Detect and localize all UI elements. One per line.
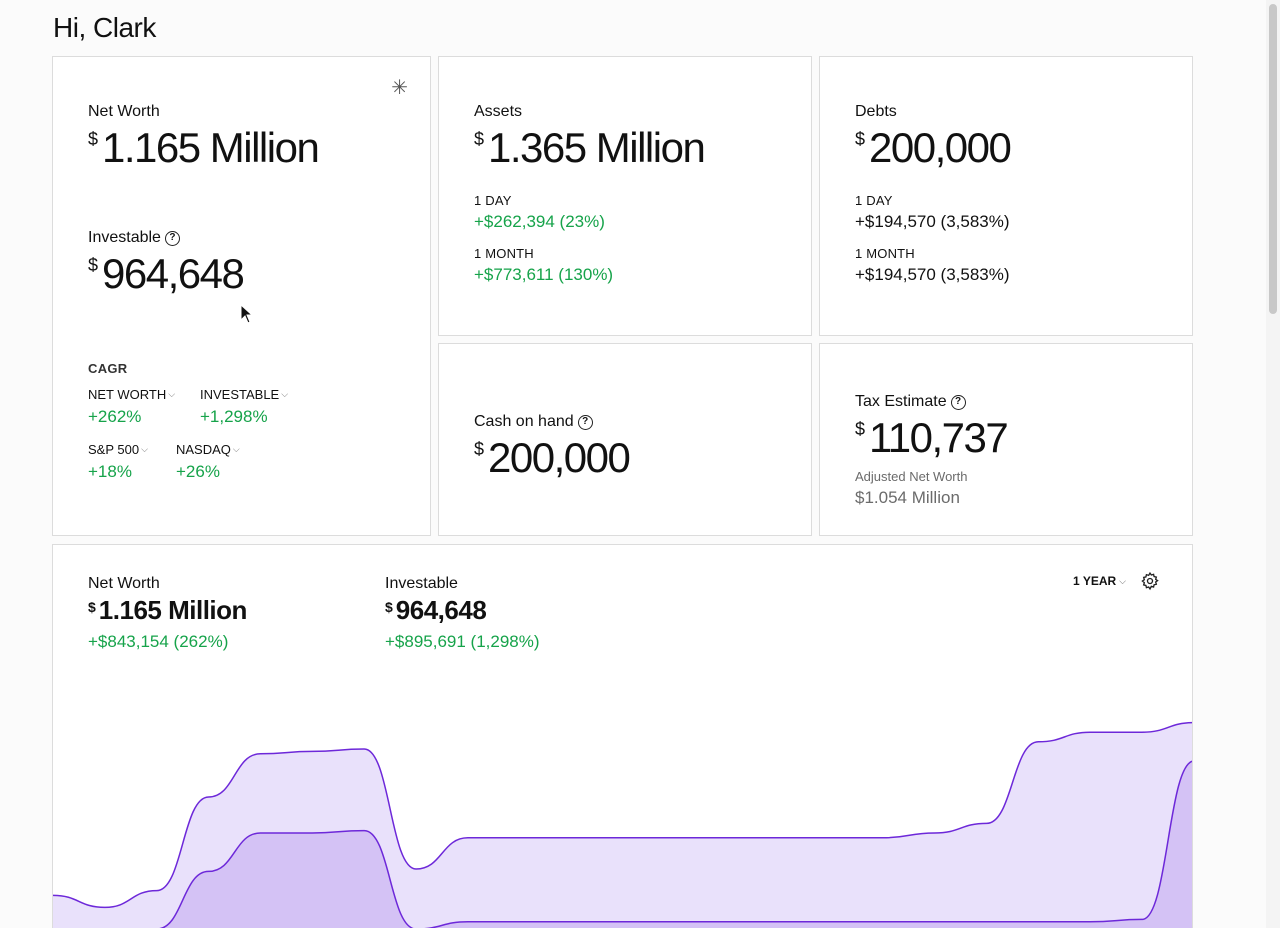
- cagr-label: NET WORTH: [88, 387, 167, 402]
- investable-label: Investable: [385, 575, 458, 592]
- debts-card: Debts $ 200,000 1 DAY +$194,570 (3,583%)…: [819, 56, 1193, 336]
- tax-value: 110,737: [869, 414, 1009, 461]
- month-label: 1 MONTH: [474, 246, 534, 261]
- period-label: 1 YEAR: [1073, 574, 1117, 588]
- cagr-label: INVESTABLE: [200, 387, 280, 402]
- chevron-down-icon: ⌵: [141, 444, 148, 454]
- cash-card: Cash on hand ? $ 200,000: [438, 343, 812, 536]
- net-worth-value: 1.165 Million: [98, 595, 248, 625]
- greeting: Hi, Clark: [53, 12, 156, 43]
- day-label: 1 DAY: [855, 193, 893, 208]
- scrollbar[interactable]: [1266, 0, 1280, 928]
- cagr-label: NASDAQ: [176, 442, 231, 457]
- chevron-down-icon: ⌵: [281, 389, 289, 399]
- series-line-0: [53, 721, 1192, 909]
- day-label: 1 DAY: [474, 193, 512, 208]
- cagr-value: +18%: [88, 462, 132, 481]
- currency-symbol: $: [385, 599, 393, 615]
- currency-symbol: $: [88, 129, 99, 149]
- month-change: +$773,611 (130%): [474, 265, 614, 284]
- chevron-down-icon: ⌵: [168, 389, 176, 399]
- debts-label: Debts: [855, 103, 897, 120]
- gear-icon[interactable]: [1140, 571, 1160, 591]
- help-icon[interactable]: ?: [577, 414, 593, 430]
- currency-symbol: $: [88, 255, 99, 275]
- net-worth-card: ✳ Net Worth $ 1.165 Million Investable ?…: [52, 56, 431, 536]
- area-chart: [53, 721, 1192, 928]
- currency-symbol: $: [474, 439, 485, 459]
- cagr-sp500[interactable]: S&P 500 ⌵ +18%: [88, 442, 148, 482]
- scrollbar-thumb[interactable]: [1269, 4, 1277, 314]
- currency-symbol: $: [88, 599, 96, 615]
- investable-value: 964,648: [395, 595, 487, 625]
- cagr-investable[interactable]: INVESTABLE ⌵ +1,298%: [200, 387, 288, 427]
- net-worth-value: 1.165 Million: [102, 124, 320, 171]
- cagr-nasdaq[interactable]: NASDAQ ⌵ +26%: [176, 442, 240, 482]
- assets-card: Assets $ 1.365 Million 1 DAY +$262,394 (…: [438, 56, 812, 336]
- sparkle-icon[interactable]: ✳: [391, 77, 408, 99]
- debts-value: 200,000: [869, 124, 1012, 171]
- cash-label: Cash on hand: [474, 413, 574, 430]
- month-label: 1 MONTH: [855, 246, 915, 261]
- cagr-value: +26%: [176, 462, 220, 481]
- currency-symbol: $: [855, 419, 866, 439]
- adjusted-net-worth-value: $1.054 Million: [855, 488, 960, 507]
- cagr-label: S&P 500: [88, 442, 140, 457]
- day-change: +$194,570 (3,583%): [855, 212, 1010, 231]
- assets-value: 1.365 Million: [488, 124, 706, 171]
- net-worth-label: Net Worth: [88, 103, 160, 120]
- adjusted-net-worth-label: Adjusted Net Worth: [855, 469, 968, 484]
- net-worth-label: Net Worth: [88, 575, 160, 592]
- period-selector[interactable]: 1 YEAR ⌵: [1073, 574, 1126, 588]
- series-line-1: [157, 760, 1192, 928]
- net-worth-change: +$843,154 (262%): [88, 632, 229, 651]
- currency-symbol: $: [474, 129, 485, 149]
- chevron-down-icon: ⌵: [1119, 575, 1126, 586]
- month-change: +$194,570 (3,583%): [855, 265, 1010, 284]
- tax-label: Tax Estimate: [855, 393, 947, 410]
- day-change: +$262,394 (23%): [474, 212, 605, 231]
- investable-change: +$895,691 (1,298%): [385, 632, 540, 651]
- cash-value: 200,000: [488, 434, 631, 481]
- chart-panel: Net Worth $ 1.165 Million +$843,154 (262…: [52, 544, 1193, 928]
- help-icon[interactable]: ?: [950, 394, 966, 410]
- chevron-down-icon: ⌵: [232, 444, 240, 454]
- cagr-title: CAGR: [88, 361, 128, 376]
- investable-label: Investable: [88, 229, 161, 246]
- cagr-value: +262%: [88, 407, 142, 426]
- cagr-value: +1,298%: [200, 407, 268, 426]
- mouse-cursor-icon: [240, 304, 254, 324]
- tax-card: Tax Estimate ? $ 110,737 Adjusted Net Wo…: [819, 343, 1193, 536]
- investable-value: 964,648: [102, 250, 245, 297]
- cagr-net-worth[interactable]: NET WORTH ⌵ +262%: [88, 387, 175, 427]
- assets-label: Assets: [474, 103, 523, 120]
- help-icon[interactable]: ?: [164, 230, 180, 246]
- series-area-1: [161, 761, 1192, 928]
- currency-symbol: $: [855, 129, 866, 149]
